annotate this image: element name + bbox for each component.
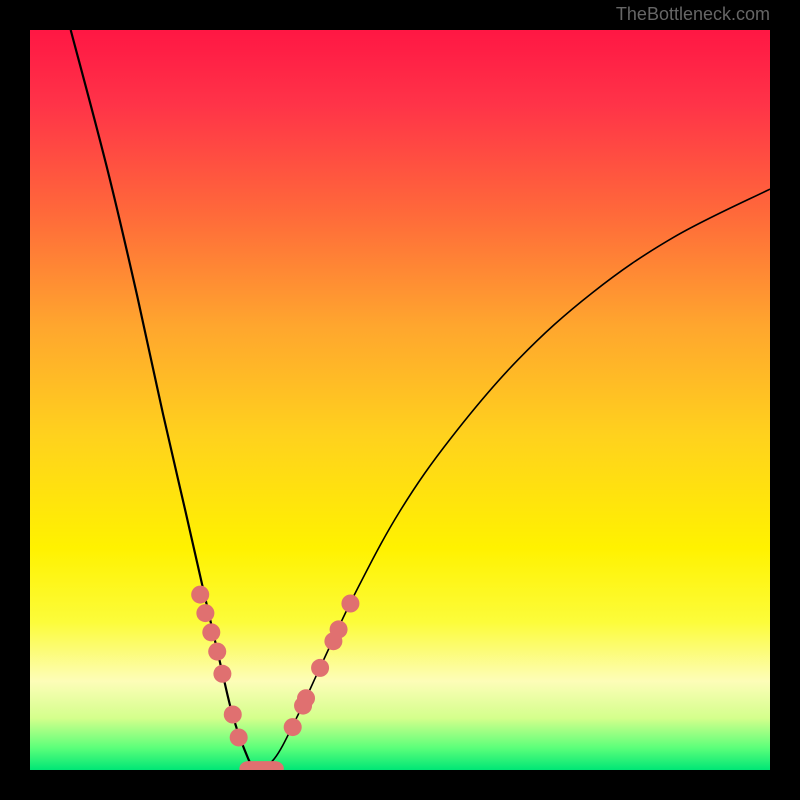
data-point (202, 623, 220, 641)
data-point (224, 706, 242, 724)
data-point (230, 728, 248, 746)
data-point (196, 604, 214, 622)
watermark-text: TheBottleneck.com (616, 4, 770, 25)
data-point (330, 620, 348, 638)
plot-area (30, 30, 770, 770)
data-point (213, 665, 231, 683)
data-point (284, 718, 302, 736)
data-bar (239, 761, 283, 770)
data-point (297, 689, 315, 707)
data-markers (30, 30, 770, 770)
data-point (341, 595, 359, 613)
chart-frame: TheBottleneck.com (0, 0, 800, 800)
data-point (191, 586, 209, 604)
data-point (311, 659, 329, 677)
data-point (208, 643, 226, 661)
